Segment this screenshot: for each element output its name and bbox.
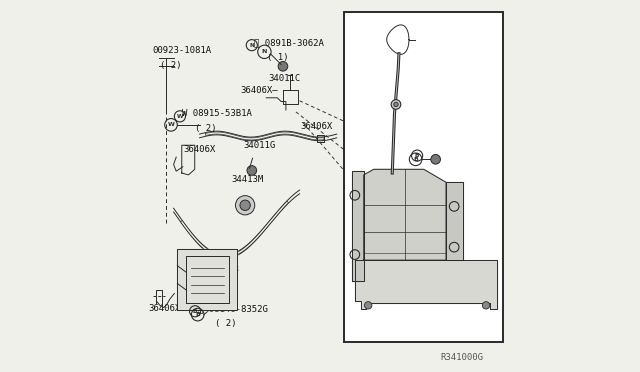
Text: ( 2): ( 2) bbox=[195, 124, 216, 133]
Text: 36406X: 36406X bbox=[183, 145, 215, 154]
Text: 34011C: 34011C bbox=[269, 74, 301, 83]
Text: ( 2): ( 2) bbox=[160, 61, 181, 70]
Polygon shape bbox=[387, 25, 409, 54]
Circle shape bbox=[236, 196, 255, 215]
Text: R341000G: R341000G bbox=[440, 353, 483, 362]
Text: W 08915-53B1A: W 08915-53B1A bbox=[182, 109, 252, 118]
Polygon shape bbox=[351, 171, 364, 280]
Polygon shape bbox=[446, 182, 463, 260]
Text: 00923-1081A: 00923-1081A bbox=[152, 46, 212, 55]
Text: Ⓑ 08146-8352G: Ⓑ 08146-8352G bbox=[198, 304, 268, 313]
Text: ( 1): ( 1) bbox=[268, 53, 289, 62]
Bar bbox=[344, 12, 504, 341]
Text: ( 2): ( 2) bbox=[216, 319, 237, 328]
Text: W: W bbox=[168, 122, 175, 127]
Text: Ⓝ 0891B-3062A: Ⓝ 0891B-3062A bbox=[254, 38, 324, 47]
Circle shape bbox=[278, 61, 288, 71]
Text: 34413M: 34413M bbox=[231, 175, 263, 184]
Text: 36406X: 36406X bbox=[301, 122, 333, 131]
Text: B: B bbox=[413, 157, 418, 162]
Text: 34011CA: 34011CA bbox=[371, 112, 409, 121]
Text: 36406X—: 36406X— bbox=[240, 86, 278, 95]
Text: 36406XA: 36406XA bbox=[148, 304, 186, 313]
Text: — 32B65: — 32B65 bbox=[403, 45, 440, 54]
Bar bbox=[344, 12, 504, 341]
Circle shape bbox=[394, 102, 398, 107]
Text: W: W bbox=[177, 114, 183, 119]
Text: 34448: 34448 bbox=[212, 265, 239, 274]
Text: N: N bbox=[250, 43, 254, 48]
Text: Ⓑ 08146-6252H: Ⓑ 08146-6252H bbox=[420, 148, 490, 158]
Text: 34101: 34101 bbox=[405, 307, 435, 317]
Text: B: B bbox=[193, 309, 197, 314]
Circle shape bbox=[391, 100, 401, 109]
Polygon shape bbox=[355, 260, 497, 309]
Circle shape bbox=[247, 166, 257, 175]
Circle shape bbox=[431, 154, 440, 164]
Text: N: N bbox=[262, 49, 267, 54]
Text: B: B bbox=[195, 312, 200, 317]
Text: 34011G: 34011G bbox=[243, 141, 275, 150]
Text: ( 4): ( 4) bbox=[436, 163, 458, 173]
Circle shape bbox=[364, 302, 372, 309]
Text: B: B bbox=[415, 153, 419, 158]
Polygon shape bbox=[177, 249, 237, 310]
Polygon shape bbox=[364, 169, 446, 260]
Circle shape bbox=[240, 200, 250, 211]
Circle shape bbox=[483, 302, 490, 309]
